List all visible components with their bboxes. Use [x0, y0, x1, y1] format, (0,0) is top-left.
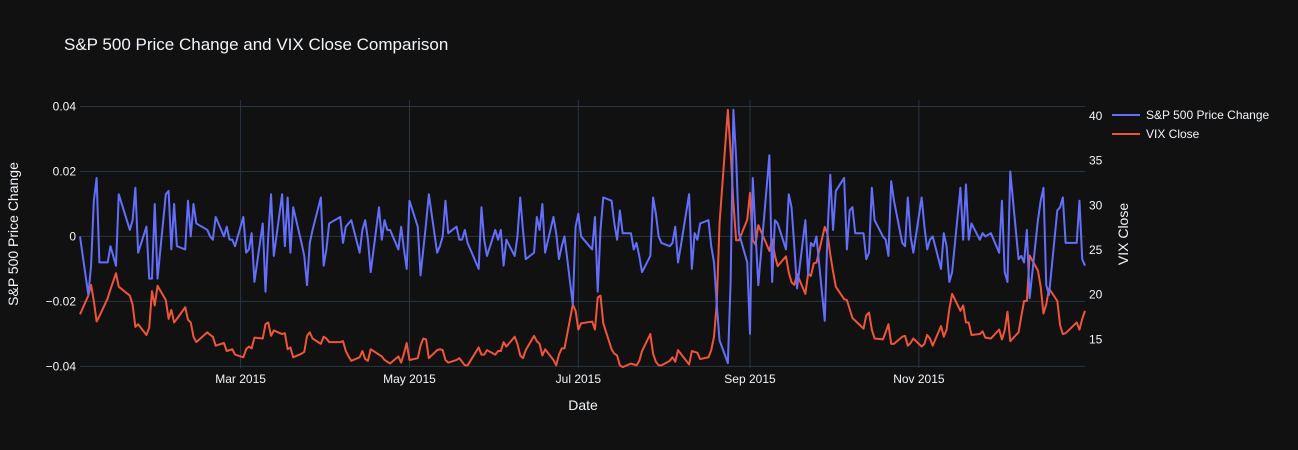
- y-right-tick-label: 15: [1089, 332, 1103, 346]
- legend-item-vix[interactable]: VIX Close: [1112, 127, 1200, 141]
- y-left-tick-label: −0.04: [46, 359, 77, 373]
- y-gridlines: [80, 105, 1085, 367]
- x-tick-label: May 2015: [383, 372, 436, 386]
- x-tick-label: Nov 2015: [893, 372, 945, 386]
- y-right-tick-label: 40: [1089, 109, 1103, 123]
- y-right-tick-label: 30: [1089, 198, 1103, 212]
- legend-label-vix: VIX Close: [1146, 127, 1200, 141]
- x-tick-label: Jul 2015: [556, 372, 602, 386]
- chart-title: S&P 500 Price Change and VIX Close Compa…: [64, 35, 448, 54]
- y-left-axis-title: S&P 500 Price Change: [5, 162, 21, 306]
- x-tick-labels: Mar 2015 May 2015 Jul 2015 Sep 2015 Nov 2015: [215, 372, 945, 386]
- series-sp500-price-change: [79, 108, 1086, 365]
- y-right-tick-label: 20: [1089, 288, 1103, 302]
- y-right-tick-label: 25: [1089, 243, 1103, 257]
- y-left-tick-label: 0.02: [53, 164, 77, 178]
- y-right-tick-label: 35: [1089, 154, 1103, 168]
- legend-label-sp500: S&P 500 Price Change: [1146, 108, 1270, 122]
- y-left-tick-label: 0: [69, 229, 76, 243]
- y-right-tick-labels: 40 35 30 25 20 15: [1089, 109, 1103, 346]
- y-right-axis-title: VIX Close: [1115, 203, 1131, 265]
- x-tick-label: Mar 2015: [215, 372, 266, 386]
- series-vix-close: [79, 108, 1086, 369]
- y-left-tick-labels: 0.04 0.02 0 −0.02 −0.04: [46, 99, 77, 373]
- legend-item-sp500[interactable]: S&P 500 Price Change: [1112, 108, 1270, 122]
- x-axis-title: Date: [568, 397, 598, 413]
- vix-close-line: [79, 108, 1086, 369]
- y-left-tick-label: −0.02: [46, 294, 77, 308]
- x-tick-label: Sep 2015: [724, 372, 776, 386]
- legend[interactable]: S&P 500 Price Change VIX Close: [1112, 108, 1270, 141]
- sp500-price-change-line: [79, 108, 1086, 365]
- y-left-tick-label: 0.04: [53, 99, 77, 113]
